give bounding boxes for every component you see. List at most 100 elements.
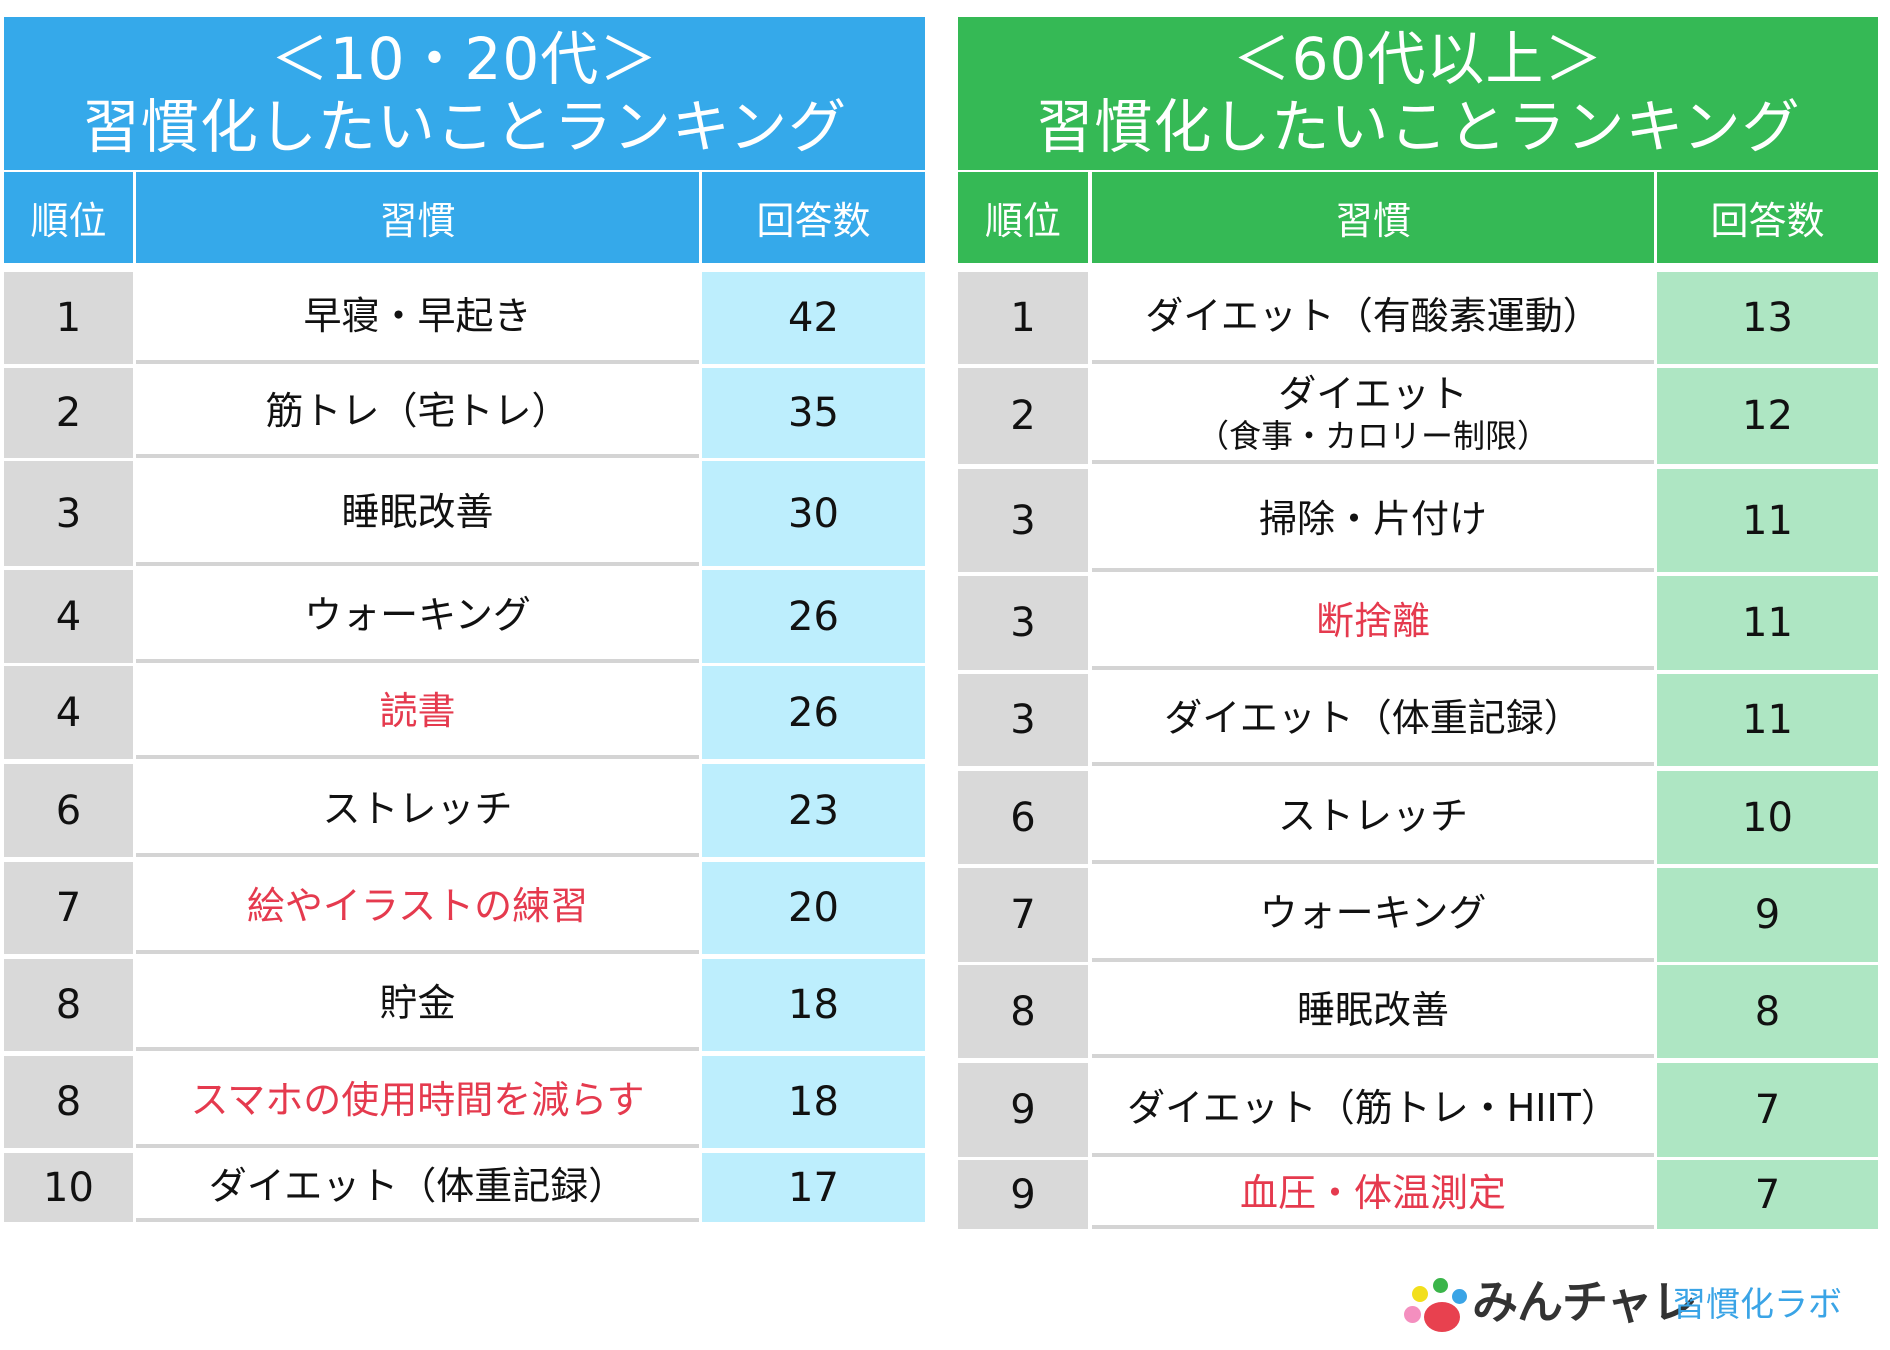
rank-cell: 1 [4,272,133,364]
count-cell-text: 20 [788,885,839,931]
habit-cell: ダイエット（筋トレ・HIIT） [1092,1063,1654,1157]
rank-cell: 2 [958,368,1088,464]
rank-cell: 9 [958,1063,1088,1157]
count-cell: 9 [1657,868,1878,962]
habit-text: ダイエット（筋トレ・HIIT） [1127,1086,1619,1130]
count-cell: 18 [702,1056,925,1148]
habit-cell: 睡眠改善 [1092,965,1654,1058]
habit-text: 睡眠改善 [341,489,494,534]
habit-text: 貯金 [379,981,456,1025]
habit-cell: 早寝・早起き [136,272,699,364]
rank-cell-text: 10 [43,1164,94,1211]
logo-sub: 習慣化ラボ [1672,1285,1842,1325]
habit-text: 絵やイラストの練習 [246,884,589,928]
count-cell-text: 7 [1754,1087,1781,1133]
habit-cell: ダイエット（体重記録） [136,1153,699,1222]
rank-cell: 3 [958,576,1088,670]
count-cell: 20 [702,862,925,954]
habit-text: 読書 [379,688,456,733]
header-rank: 順位 [958,172,1088,263]
habit-text: 睡眠改善 [1296,987,1449,1032]
habit-cell: 読書 [136,666,699,759]
habit-text: ダイエット [1278,372,1468,416]
rank-cell-text: 6 [55,787,82,834]
header-count: 回答数 [702,172,925,263]
habit-text: 早寝・早起き [303,294,532,338]
table-title: ＜10・20代＞ 習慣化したいことランキング [4,17,925,170]
rank-cell: 7 [958,868,1088,962]
count-cell: 11 [1657,576,1878,670]
paw-dot-green [1433,1278,1448,1293]
count-cell: 8 [1657,965,1878,1058]
count-cell: 30 [702,461,925,566]
paw-pad-red [1424,1302,1460,1332]
rank-cell: 9 [958,1160,1088,1229]
count-cell: 23 [702,764,925,857]
paw-dot-yellow [1412,1286,1428,1302]
rank-cell-text: 3 [1010,497,1036,544]
title-heading: 習慣化したいことランキング [81,93,848,161]
rank-cell: 8 [4,1056,133,1148]
header-count: 回答数 [1657,172,1878,263]
rank-cell-text: 6 [1010,794,1036,841]
paw-dot-pink [1404,1306,1421,1323]
count-cell: 12 [1657,368,1878,464]
habit-cell: ダイエット（有酸素運動） [1092,272,1654,364]
count-cell-text: 18 [788,1079,839,1125]
count-cell: 26 [702,570,925,663]
title-heading: 習慣化したいことランキング [1035,93,1801,161]
rank-cell: 3 [958,674,1088,766]
rank-cell-text: 2 [55,390,82,436]
rank-cell: 8 [4,959,133,1051]
rank-cell-text: 3 [1010,697,1036,743]
table-title: ＜60代以上＞ 習慣化したいことランキング [958,17,1878,170]
count-cell-text: 10 [1742,794,1793,841]
count-cell: 35 [702,368,925,458]
rank-cell: 7 [4,862,133,954]
count-cell-text: 26 [788,689,839,736]
rank-cell: 3 [4,461,133,566]
count-cell-text: 11 [1742,600,1793,646]
habit-cell: 血圧・体温測定 [1092,1160,1654,1229]
count-cell: 7 [1657,1063,1878,1157]
count-cell-text: 8 [1754,988,1781,1035]
habit-text: 断捨離 [1315,599,1430,643]
habit-cell: ダイエット （食事・カロリー制限） [1092,368,1654,464]
habit-text: ウォーキング [1259,891,1487,935]
rank-cell: 4 [4,666,133,759]
count-cell: 17 [702,1153,925,1222]
logo: みんチャレ 習慣化ラボ [1400,1272,1870,1332]
count-cell-text: 26 [788,593,839,640]
count-cell-text: 18 [788,982,839,1028]
rank-cell: 8 [958,965,1088,1058]
habit-text-line2: （食事・カロリー制限） [1196,417,1549,455]
rank-cell-text: 1 [55,295,82,341]
habit-cell: ストレッチ [136,764,699,857]
count-cell-text: 13 [1742,295,1793,341]
rank-cell: 1 [958,272,1088,364]
habit-text: ダイエット（体重記録） [1164,696,1582,740]
rank-cell: 6 [958,771,1088,864]
habit-text: 筋トレ（宅トレ） [265,389,570,433]
count-cell: 42 [702,272,925,364]
count-cell: 11 [1657,674,1878,766]
count-cell: 10 [1657,771,1878,864]
rank-cell-text: 8 [1010,988,1036,1035]
rank-cell-text: 1 [1010,295,1036,341]
habit-text: ダイエット（体重記録） [208,1163,627,1208]
logo-brand: みんチャレ [1472,1275,1698,1329]
rank-cell-text: 2 [1010,393,1036,439]
count-cell: 26 [702,666,925,759]
habit-cell: 断捨離 [1092,576,1654,670]
rank-cell-text: 7 [55,885,82,931]
habit-cell: ウォーキング [1092,868,1654,962]
count-cell-text: 12 [1742,393,1793,439]
habit-text: スマホの使用時間を減らす [190,1078,645,1122]
rank-cell-text: 8 [55,1079,82,1125]
count-cell-text: 35 [788,390,839,436]
rank-cell: 10 [4,1153,133,1222]
rank-cell-text: 4 [55,689,82,736]
count-cell: 13 [1657,272,1878,364]
count-cell-text: 23 [788,787,839,834]
count-cell-text: 7 [1754,1171,1781,1218]
